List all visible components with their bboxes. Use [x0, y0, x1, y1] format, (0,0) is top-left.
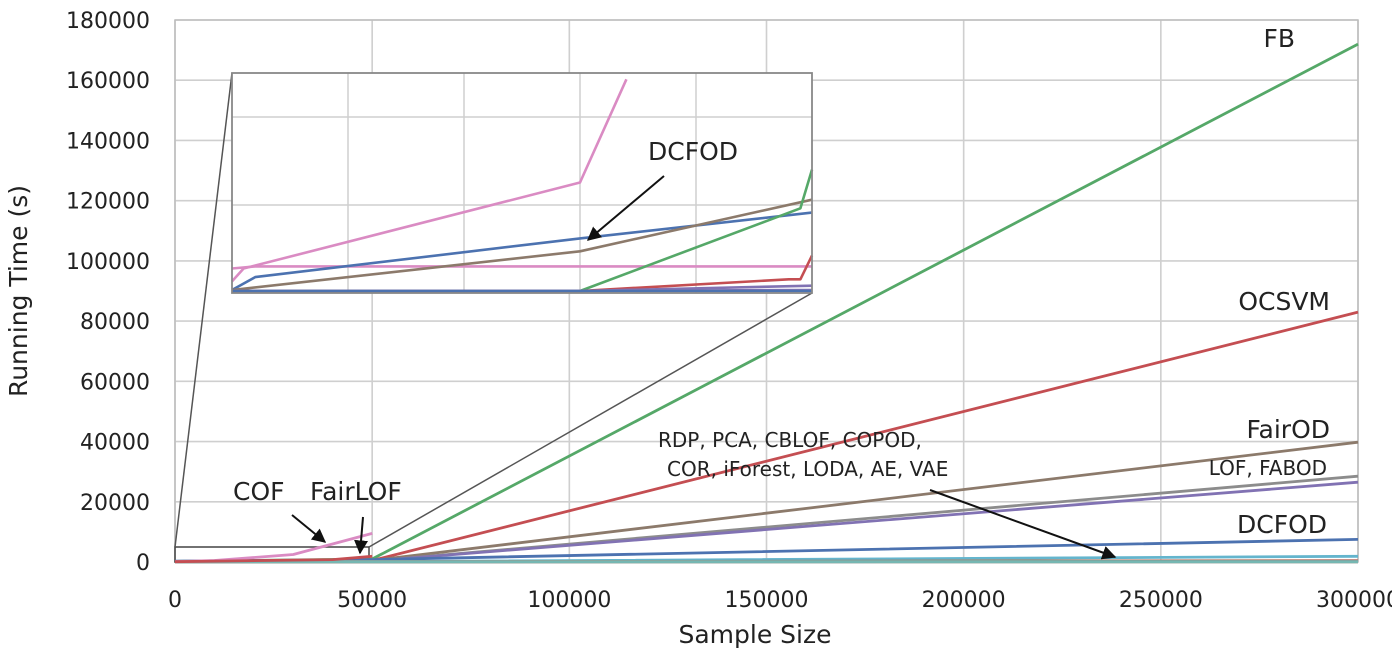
x-tick-labels: 0 50000 100000 150000 200000 250000 300000: [168, 588, 1392, 613]
label-group-line1: RDP, PCA, CBLOF, COPOD,: [658, 428, 922, 452]
label-fairod: FairOD: [1246, 415, 1330, 444]
y-tick-label: 120000: [66, 190, 150, 215]
y-tick-label: 60000: [80, 370, 150, 395]
x-tick-label: 250000: [1119, 588, 1203, 613]
y-tick-label: 0: [136, 551, 150, 576]
y-tick-label: 100000: [66, 250, 150, 275]
y-tick-label: 180000: [66, 9, 150, 34]
inset-frame: [231, 72, 813, 294]
y-axis-title: Running Time (s): [4, 185, 33, 397]
inset-series-line-fairod: [231, 198, 813, 292]
label-ocsvm: OCSVM: [1238, 287, 1330, 316]
inset-arrow-dcfod: [586, 175, 665, 241]
series-lines: [174, 42, 1359, 564]
inset-zoom: DCFOD: [231, 72, 814, 294]
arrow-group: [929, 489, 1117, 560]
zoom-connector-right: [368, 292, 813, 548]
y-tick-labels: 0 20000 40000 60000 80000 100000 120000 140000 1…: [66, 9, 150, 576]
x-tick-label: 200000: [922, 588, 1006, 613]
y-tick-label: 140000: [66, 129, 150, 154]
y-tick-label: 40000: [80, 431, 150, 456]
x-axis-title: Sample Size: [678, 620, 831, 649]
inset-series-line-cof: [231, 78, 628, 283]
x-tick-label: 100000: [527, 588, 611, 613]
label-fb: FB: [1263, 24, 1295, 53]
inset-gridlines: [232, 73, 812, 293]
x-tick-label: 0: [168, 588, 182, 613]
zoom-connector-left: [174, 72, 233, 548]
inset-background: [232, 73, 812, 293]
label-cof: COF: [233, 477, 285, 506]
series-line-fairlof: [174, 554, 373, 564]
label-group-line2: COR, iForest, LODA, AE, VAE: [667, 457, 948, 481]
y-tick-label: 160000: [66, 69, 150, 94]
y-tick-label: 80000: [80, 310, 150, 335]
inset-series-lines: [231, 78, 814, 293]
x-tick-label: 150000: [725, 588, 809, 613]
arrow-cof: [291, 514, 327, 543]
x-tick-label: 300000: [1316, 588, 1392, 613]
label-lof-fabod: LOF, FABOD: [1209, 456, 1327, 480]
inset-label-dcfod: DCFOD: [648, 137, 738, 166]
inset-series-line-fairlof: [231, 265, 812, 270]
label-fairlof: FairLOF: [310, 477, 402, 506]
arrow-fairlof: [354, 516, 369, 555]
x-tick-label: 50000: [337, 588, 407, 613]
label-dcfod: DCFOD: [1237, 510, 1327, 539]
y-tick-label: 20000: [80, 491, 150, 516]
